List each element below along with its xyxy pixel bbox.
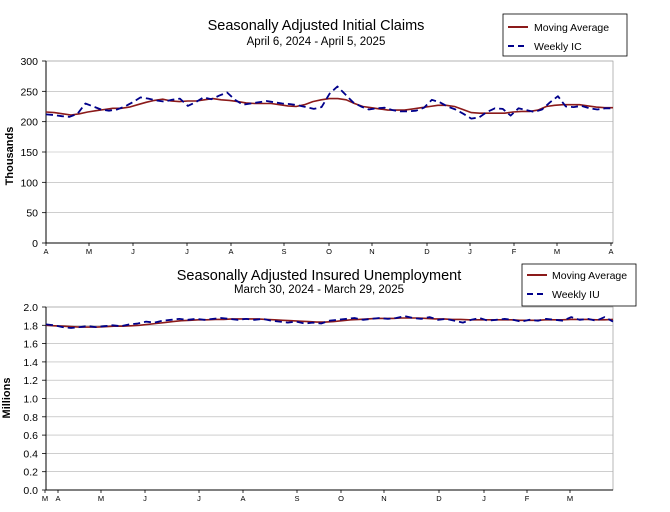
chart1-xtick-label: N [369, 247, 374, 256]
chart1-xtick-label: A [43, 247, 48, 256]
chart1-title: Seasonally Adjusted Initial Claims [208, 18, 425, 34]
chart1-legend-label-ma: Moving Average [534, 22, 609, 34]
chart1-xtick-label: M [554, 247, 560, 256]
chart1-legend: Moving Average Weekly IC [502, 13, 628, 57]
chart2-xtick-label: A [240, 494, 245, 503]
chart2-xtick-label: J [197, 494, 201, 503]
chart1-xtick-label: O [326, 247, 332, 256]
chart2-xtick-label: S [294, 494, 299, 503]
chart1-subtitle: April 6, 2024 - April 5, 2025 [247, 36, 386, 48]
chart2-xtick-label: D [436, 494, 442, 503]
chart1-xtick-label: D [424, 247, 430, 256]
chart2-ytick-label: 0.6 [23, 430, 38, 442]
chart1-ytick-label: 150 [20, 147, 38, 159]
chart2-legend-box [521, 263, 637, 307]
chart1-ytick-label: 300 [20, 56, 38, 68]
chart1-xtick-label: J [185, 247, 189, 256]
chart2-ytick-label: 1.6 [23, 339, 38, 351]
chart1-xtick-label: J [131, 247, 135, 256]
chart2-ytick-label: 1.8 [23, 320, 38, 332]
chart2-xtick-label: O [338, 494, 344, 503]
chart2-xtick-label: N [381, 494, 386, 503]
chart1-legend-label-weekly: Weekly IC [534, 41, 582, 53]
chart1-plot: 0 50 100 150 200 250 300 A M J J A S O N D J F M A [20, 56, 613, 256]
chart2-xtick-label: A [55, 494, 60, 503]
chart2-legend-label-ma: Moving Average [552, 270, 627, 282]
chart1-xtick-label: S [281, 247, 286, 256]
chart1-ylabel: Thousands [4, 127, 16, 186]
chart2-xtick-label: J [482, 494, 486, 503]
chart1-xtick-label: J [468, 247, 472, 256]
chart1-xtick-label: A [228, 247, 233, 256]
chart2-legend: Moving Average Weekly IU [521, 263, 637, 307]
chart2-ytick-label: 0.8 [23, 412, 38, 424]
chart1-xtick-label: A [608, 247, 613, 256]
chart2-title: Seasonally Adjusted Insured Unemployment [177, 268, 462, 284]
chart2-ylabel: Millions [1, 378, 13, 419]
chart1-ytick-label: 100 [20, 177, 38, 189]
chart2-ytick-label: 1.0 [23, 394, 38, 406]
chart2-xtick-label: M [98, 494, 104, 503]
chart1-ytick-label: 200 [20, 117, 38, 129]
chart2-plot: 0.00.20.40.60.81.01.21.41.61.82.0M A M J J A S… [23, 302, 614, 503]
chart2-series-weekly-line [45, 315, 614, 329]
chart2-ytick-label: 1.2 [23, 375, 38, 387]
chart2-xtick-label: M [567, 494, 573, 503]
chart2-legend-label-weekly: Weekly IU [552, 289, 600, 301]
chart1-xtick-label: F [512, 247, 517, 256]
chart1-ytick-label: 50 [26, 208, 38, 220]
chart1-legend-box [502, 13, 628, 57]
chart1-series-moving-average-line [45, 97, 613, 116]
chart2-ytick-label: 0.4 [23, 448, 38, 460]
chart1-xtick-label: M [86, 247, 92, 256]
chart2-ytick-label: 0.0 [23, 485, 38, 497]
chart1-ytick-label: 0 [32, 238, 38, 250]
chart2-xtick-label: M [42, 494, 48, 503]
chart2-ytick-label: 0.2 [23, 467, 38, 479]
chart2-xtick-label: F [525, 494, 530, 503]
chart2-ytick-label: 1.4 [23, 357, 38, 369]
chart2-ytick-label: 2.0 [23, 302, 38, 314]
chart1-series-weekly-line [45, 85, 613, 120]
chart2-subtitle: March 30, 2024 - March 29, 2025 [234, 284, 404, 296]
chart2-xtick-label: J [143, 494, 147, 503]
chart1-ytick-label: 250 [20, 86, 38, 98]
